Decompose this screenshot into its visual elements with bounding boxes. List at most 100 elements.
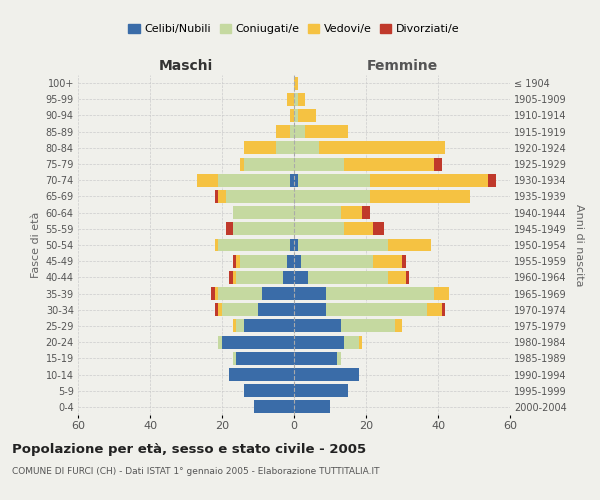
Bar bbox=[294, 125, 305, 138]
Bar bbox=[233, 206, 294, 219]
Bar bbox=[226, 222, 233, 235]
Bar bbox=[294, 352, 337, 365]
Bar bbox=[240, 158, 244, 170]
Bar bbox=[294, 271, 308, 284]
Bar bbox=[294, 336, 344, 348]
Bar bbox=[218, 190, 226, 203]
Bar bbox=[406, 271, 409, 284]
Bar bbox=[373, 254, 402, 268]
Bar bbox=[287, 93, 294, 106]
Bar bbox=[373, 222, 384, 235]
Bar bbox=[344, 336, 359, 348]
Bar bbox=[359, 336, 362, 348]
Bar bbox=[294, 384, 348, 397]
Bar bbox=[258, 304, 294, 316]
Bar bbox=[298, 109, 316, 122]
Bar bbox=[262, 287, 294, 300]
Bar bbox=[290, 125, 294, 138]
Bar bbox=[402, 254, 406, 268]
Bar bbox=[294, 222, 344, 235]
Bar bbox=[276, 125, 290, 138]
Bar bbox=[215, 304, 218, 316]
Bar bbox=[236, 320, 244, 332]
Bar bbox=[294, 287, 326, 300]
Bar bbox=[294, 174, 298, 186]
Bar bbox=[294, 109, 298, 122]
Bar bbox=[218, 336, 222, 348]
Y-axis label: Fasce di età: Fasce di età bbox=[31, 212, 41, 278]
Bar bbox=[326, 287, 434, 300]
Bar bbox=[222, 304, 258, 316]
Bar bbox=[211, 287, 215, 300]
Bar bbox=[308, 271, 388, 284]
Bar bbox=[290, 109, 294, 122]
Bar bbox=[442, 304, 445, 316]
Bar bbox=[233, 320, 236, 332]
Bar bbox=[229, 271, 233, 284]
Legend: Celibi/Nubili, Coniugati/e, Vedovi/e, Divorziati/e: Celibi/Nubili, Coniugati/e, Vedovi/e, Di… bbox=[124, 20, 464, 38]
Bar bbox=[294, 368, 359, 381]
Bar bbox=[215, 190, 218, 203]
Bar bbox=[226, 190, 294, 203]
Bar bbox=[341, 320, 395, 332]
Bar bbox=[290, 174, 294, 186]
Bar bbox=[337, 352, 341, 365]
Bar bbox=[236, 254, 240, 268]
Text: Maschi: Maschi bbox=[159, 58, 213, 72]
Bar bbox=[222, 336, 294, 348]
Bar bbox=[427, 304, 442, 316]
Bar bbox=[294, 304, 326, 316]
Bar bbox=[233, 352, 236, 365]
Bar bbox=[362, 206, 370, 219]
Bar bbox=[294, 206, 341, 219]
Bar bbox=[244, 384, 294, 397]
Y-axis label: Anni di nascita: Anni di nascita bbox=[574, 204, 584, 286]
Bar bbox=[218, 304, 222, 316]
Bar bbox=[294, 190, 370, 203]
Bar bbox=[434, 158, 442, 170]
Bar bbox=[301, 254, 373, 268]
Bar bbox=[370, 174, 488, 186]
Bar bbox=[233, 271, 236, 284]
Bar bbox=[294, 142, 319, 154]
Bar bbox=[294, 400, 330, 413]
Bar bbox=[233, 254, 236, 268]
Bar bbox=[298, 93, 305, 106]
Bar bbox=[294, 158, 344, 170]
Bar bbox=[326, 304, 427, 316]
Bar bbox=[294, 254, 301, 268]
Bar bbox=[244, 142, 276, 154]
Bar bbox=[215, 287, 218, 300]
Bar bbox=[233, 222, 294, 235]
Bar bbox=[244, 158, 294, 170]
Bar bbox=[344, 158, 434, 170]
Bar bbox=[215, 238, 218, 252]
Bar bbox=[218, 287, 262, 300]
Bar bbox=[388, 271, 406, 284]
Bar bbox=[197, 174, 218, 186]
Text: Femmine: Femmine bbox=[367, 58, 437, 72]
Bar bbox=[370, 190, 470, 203]
Bar bbox=[341, 206, 362, 219]
Bar bbox=[488, 174, 496, 186]
Bar bbox=[319, 142, 445, 154]
Bar bbox=[298, 238, 388, 252]
Bar bbox=[294, 320, 341, 332]
Bar bbox=[290, 238, 294, 252]
Bar bbox=[236, 271, 283, 284]
Text: COMUNE DI FURCI (CH) - Dati ISTAT 1° gennaio 2005 - Elaborazione TUTTITALIA.IT: COMUNE DI FURCI (CH) - Dati ISTAT 1° gen… bbox=[12, 468, 380, 476]
Bar bbox=[294, 93, 298, 106]
Bar bbox=[388, 238, 431, 252]
Bar bbox=[218, 174, 290, 186]
Bar bbox=[298, 174, 370, 186]
Bar bbox=[218, 238, 290, 252]
Bar bbox=[254, 400, 294, 413]
Bar bbox=[283, 271, 294, 284]
Bar bbox=[434, 287, 449, 300]
Bar bbox=[305, 125, 348, 138]
Bar bbox=[229, 368, 294, 381]
Bar bbox=[240, 254, 287, 268]
Bar bbox=[395, 320, 402, 332]
Bar bbox=[236, 352, 294, 365]
Bar bbox=[244, 320, 294, 332]
